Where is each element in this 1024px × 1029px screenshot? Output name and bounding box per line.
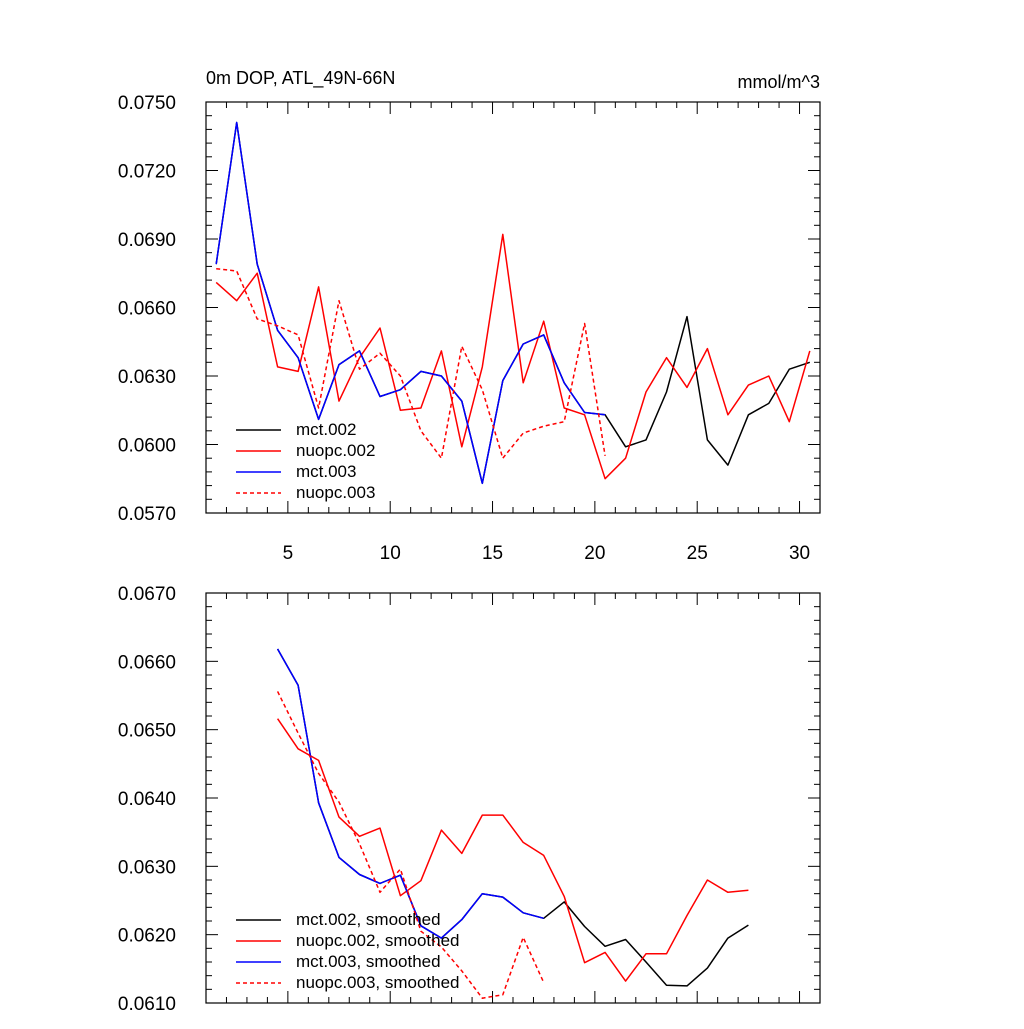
- y-tick-label: 0.0620: [118, 926, 176, 947]
- y-tick-label: 0.0670: [118, 584, 176, 605]
- legend-label: nuopc.002: [296, 441, 375, 460]
- chart-title: 0m DOP, ATL_49N-66N: [206, 68, 395, 89]
- legend-label: mct.002: [296, 420, 356, 439]
- x-tick-label: 30: [789, 543, 810, 564]
- y-tick-label: 0.0610: [118, 994, 176, 1015]
- legend-label: nuopc.003, smoothed: [296, 973, 460, 992]
- series-line-nuopc-003-smoothed: [276, 691, 545, 999]
- y-tick-label: 0.0650: [118, 721, 176, 742]
- y-tick-label: 0.0630: [118, 367, 176, 388]
- series-line-mct-003-smoothed: [276, 648, 544, 939]
- legend-label: mct.003: [296, 462, 356, 481]
- legend-label: mct.003, smoothed: [296, 952, 441, 971]
- y-tick-label: 0.0640: [118, 789, 176, 810]
- y-tick-label: 0.0690: [118, 230, 176, 251]
- units-label: mmol/m^3: [738, 72, 820, 92]
- y-tick-label: 0.0750: [118, 93, 176, 114]
- y-tick-label: 0.0720: [118, 162, 176, 183]
- series-line-mct-003: [215, 121, 606, 485]
- y-tick-label: 0.0630: [118, 857, 176, 878]
- x-tick-label: 25: [687, 543, 708, 564]
- y-tick-label: 0.0600: [118, 436, 176, 457]
- x-tick-label: 20: [584, 543, 605, 564]
- y-tick-label: 0.0660: [118, 652, 176, 673]
- y-tick-label: 0.0660: [118, 299, 176, 320]
- series-line-nuopc-002-smoothed: [276, 718, 749, 982]
- series-line-nuopc-002: [215, 233, 811, 480]
- y-tick-label: 0.0570: [118, 504, 176, 525]
- x-tick-label: 10: [380, 543, 401, 564]
- x-tick-label: 5: [283, 543, 294, 564]
- legend-label: nuopc.002, smoothed: [296, 931, 460, 950]
- legend-label: mct.002, smoothed: [296, 910, 441, 929]
- bottom-panel: 0.0610 0.0620 0.0630 0.0640 0.0650 0.0660 0.06…: [118, 584, 821, 1015]
- series-line-nuopc-003: [216, 267, 606, 459]
- legend-label: nuopc.003: [296, 483, 375, 502]
- x-tick-label: 15: [482, 543, 503, 564]
- top-panel: 0.0570 0.0600 0.0630 0.0660 0.0690 0.0720 0.07…: [118, 68, 821, 564]
